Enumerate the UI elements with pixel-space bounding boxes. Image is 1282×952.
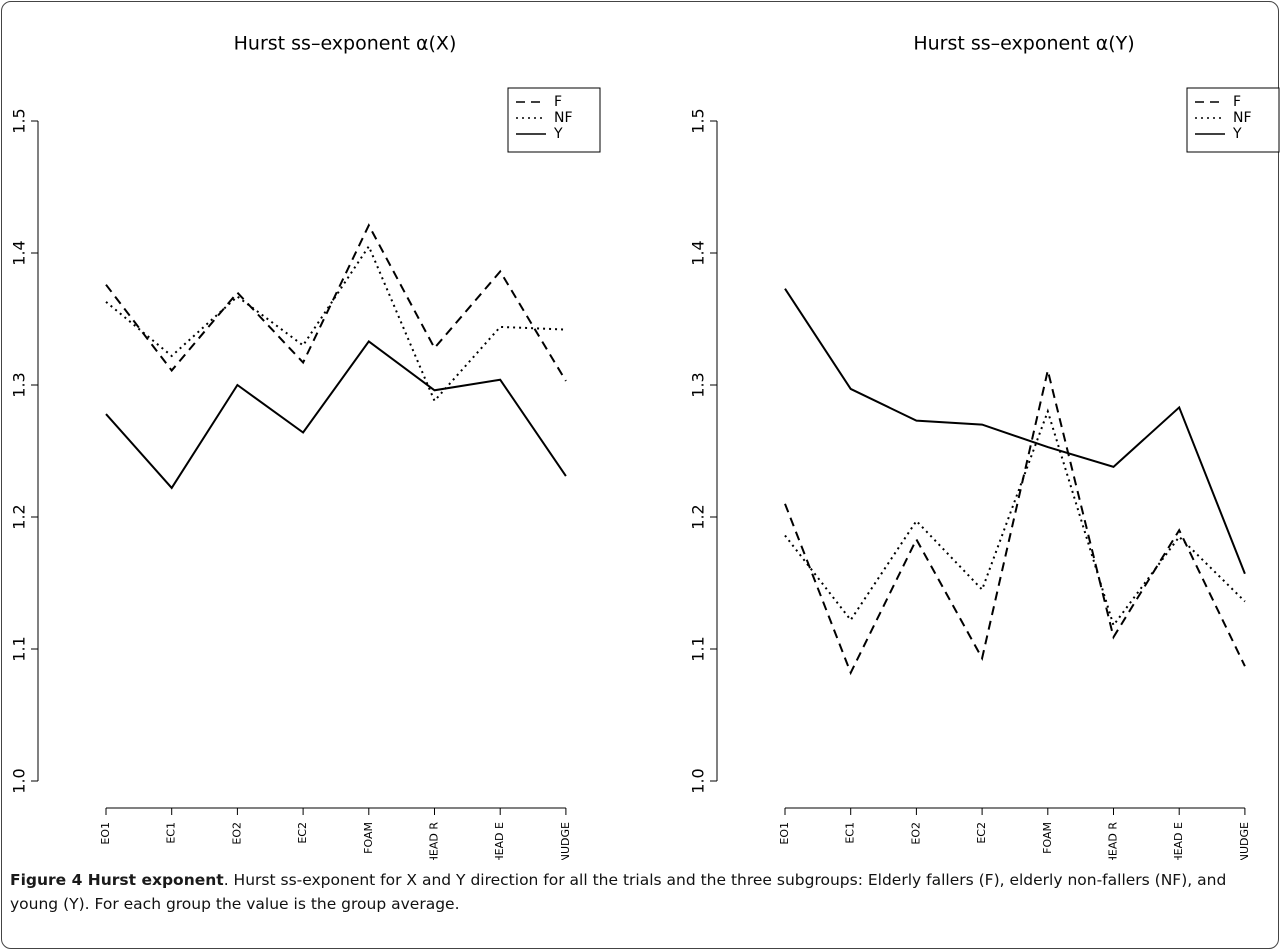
legend-label: NF <box>554 110 573 126</box>
caption-label: Figure 4 Hurst exponent <box>10 871 224 889</box>
x-tick-label: FOAM <box>362 822 375 854</box>
y-tick-label: 1.4 <box>689 240 708 265</box>
y-tick-label: 1.3 <box>689 372 708 397</box>
x-tick-label: EC2 <box>296 822 309 844</box>
x-tick-label: EO2 <box>909 822 922 845</box>
caption: Figure 4 Hurst exponent. Hurst ss-expone… <box>10 868 1272 916</box>
y-tick-label: 1.1 <box>689 636 708 661</box>
x-tick-label: EC1 <box>844 822 857 844</box>
y-tick-label: 1.2 <box>10 504 29 529</box>
y-tick-label: 1.0 <box>10 768 29 793</box>
x-tick-label: EO1 <box>778 822 791 845</box>
y-tick-label: 1.0 <box>689 768 708 793</box>
x-tick-label: HEAD R <box>428 822 441 860</box>
series-line <box>105 340 567 490</box>
x-tick-label: EO1 <box>99 822 112 845</box>
legend-label: Y <box>553 126 563 142</box>
charts: Hurst ss–exponent α(X) 1.0 1.1 1.2 1.3 1.4 1.5… <box>10 33 1280 860</box>
legend-label: F <box>1233 94 1241 110</box>
x-tick-label: HEAD R <box>1107 822 1120 860</box>
chart-title: Hurst ss–exponent α(Y) <box>913 33 1134 55</box>
caption-text: . Hurst ss-exponent for X and Y directio… <box>10 871 1227 913</box>
series-line <box>105 223 567 382</box>
x-tick-label: EC2 <box>975 822 988 844</box>
x-tick-label: NUDGE <box>559 822 572 860</box>
x-tick-label: HEAD E <box>493 822 506 860</box>
x-tick-label: HEAD E <box>1172 822 1185 860</box>
series-line <box>784 408 1246 628</box>
y-tick-label: 1.1 <box>10 636 29 661</box>
legend-label: F <box>554 94 562 110</box>
y-tick-label: 1.5 <box>10 108 29 133</box>
series-line <box>784 370 1246 676</box>
y-tick-label: 1.2 <box>689 504 708 529</box>
x-tick-label: NUDGE <box>1238 822 1251 860</box>
legend-label: Y <box>1232 126 1242 142</box>
legend-label: NF <box>1233 110 1252 126</box>
x-tick-label: EC1 <box>165 822 178 844</box>
series-line <box>784 288 1246 575</box>
legend-box <box>1186 87 1280 153</box>
y-tick-label: 1.3 <box>10 372 29 397</box>
chart-title: Hurst ss–exponent α(X) <box>234 33 457 55</box>
series-line <box>105 244 566 403</box>
y-tick-label: 1.4 <box>10 240 29 265</box>
x-tick-label: FOAM <box>1041 822 1054 854</box>
legend-box <box>507 87 601 153</box>
y-tick-label: 1.5 <box>689 108 708 133</box>
x-tick-label: EO2 <box>230 822 243 845</box>
